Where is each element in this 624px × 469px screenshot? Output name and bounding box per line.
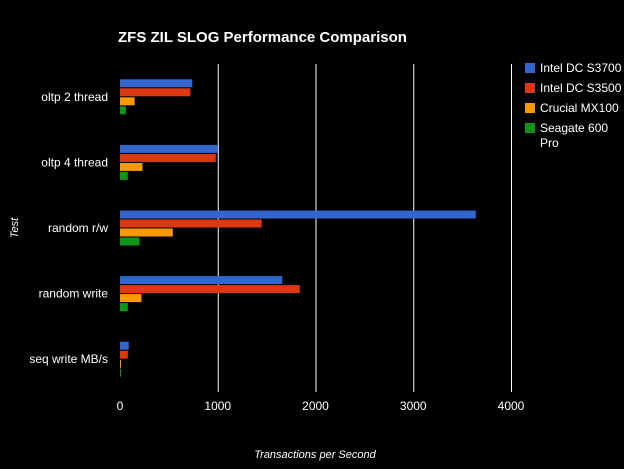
bar[interactable] [120,219,262,228]
bar[interactable] [120,79,193,88]
bar[interactable] [120,210,476,219]
y-axis-title: Test [9,217,21,238]
bar[interactable] [120,228,173,237]
x-tick-label: 1000 [204,399,231,413]
bar[interactable] [120,350,128,359]
legend-label[interactable]: Intel DC S3700 [540,61,622,75]
category-label: random r/w [48,221,108,235]
category-label: oltp 2 thread [41,90,108,104]
bar[interactable] [120,171,128,180]
bar[interactable] [120,88,191,97]
bar[interactable] [120,294,142,303]
x-tick-label: 3000 [400,399,427,413]
x-tick-label: 4000 [498,399,525,413]
bar[interactable] [120,153,216,162]
bar[interactable] [120,359,121,368]
bars [120,79,476,377]
legend-swatch [525,63,535,73]
x-axis-title: Transactions per Second [254,449,376,461]
category-label: random write [39,287,109,301]
gridlines [217,64,512,392]
legend[interactable]: Intel DC S3700 Intel DC S3500 Crucial MX10… [525,61,622,150]
category-label: seq write MB/s [29,352,108,366]
bar[interactable] [120,368,121,377]
legend-label[interactable]: Seagate 600 Pro [540,121,608,150]
x-tick-label: 2000 [302,399,329,413]
x-tick-label: 0 [117,399,124,413]
legend-swatch [525,123,535,133]
bar[interactable] [120,341,129,350]
legend-swatch [525,103,535,113]
bar[interactable] [120,97,135,106]
bar[interactable] [120,162,143,171]
bar[interactable] [120,144,218,153]
category-label: oltp 4 thread [41,155,108,169]
x-tick-labels: 0 1000 2000 3000 4000 [117,399,525,413]
bar[interactable] [120,237,140,246]
legend-swatch [525,83,535,93]
bar[interactable] [120,303,128,312]
bar[interactable] [120,276,283,285]
bar[interactable] [120,106,126,115]
category-labels: oltp 2 thread oltp 4 thread random r/w rand… [29,90,108,366]
chart-title: ZFS ZIL SLOG Performance Comparison [118,29,407,46]
legend-label[interactable]: Intel DC S3500 [540,81,622,95]
bar[interactable] [120,285,300,294]
legend-label[interactable]: Crucial MX100 [540,101,619,115]
